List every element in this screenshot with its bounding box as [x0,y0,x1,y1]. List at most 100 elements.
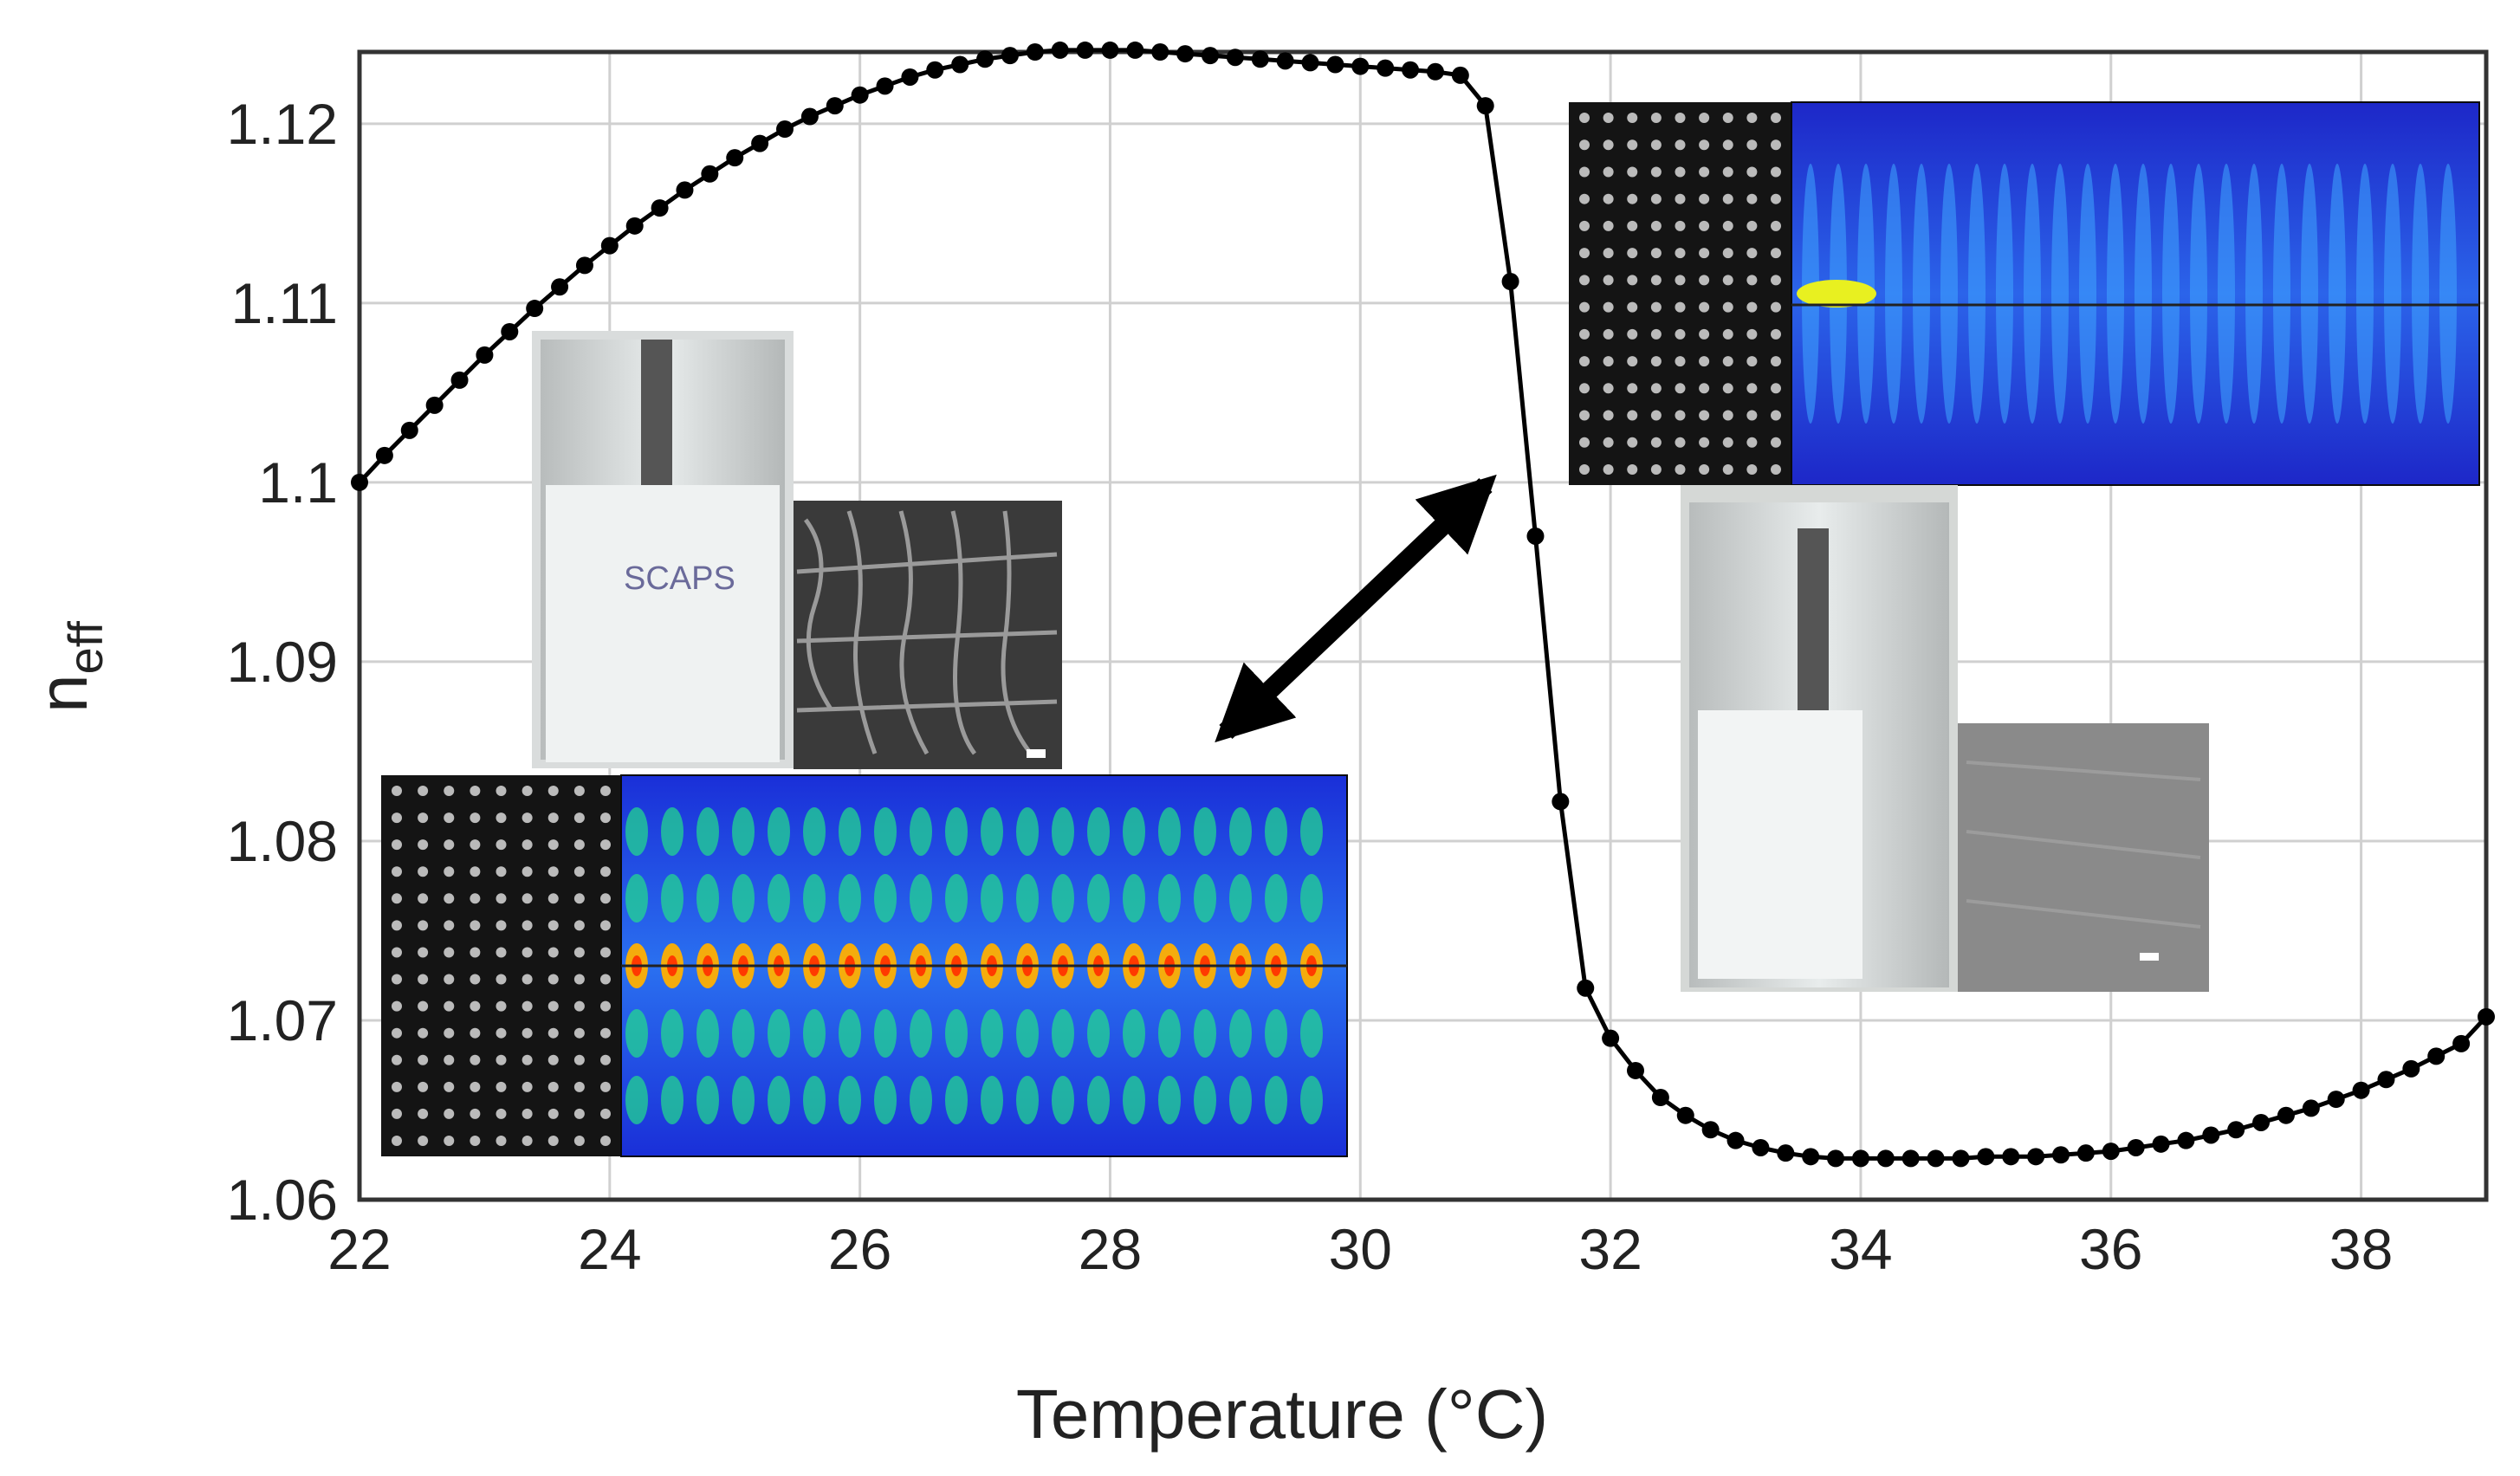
data-point [575,256,593,275]
data-point [2402,1059,2420,1078]
data-point [2102,1143,2120,1161]
data-point [751,134,769,152]
inset-hot-state [1569,101,2480,992]
data-point [1151,43,1169,61]
data-point [1701,1121,1720,1139]
data-point [1451,66,1469,84]
data-point [876,77,894,95]
data-point [1777,1144,1795,1162]
data-point [1726,1131,1745,1149]
data-point [425,396,444,414]
data-point [1827,1149,1845,1168]
sem-image-porous [794,501,1062,769]
data-point [676,181,694,199]
y-tick-label: 1.11 [230,271,338,335]
y-axis-title: neff [24,621,113,713]
x-tick-label: 28 [1079,1217,1142,1281]
x-tick-label: 32 [1578,1217,1642,1281]
sample-tag: SCAPS [624,560,735,597]
data-point [1351,57,1370,75]
x-tick-label: 38 [2329,1217,2393,1281]
data-point [1001,47,1019,65]
data-point [2377,1071,2395,1089]
data-point [2202,1126,2220,1144]
data-point [1076,41,1094,59]
plot-frame [357,49,2489,1202]
y-tick-label: 1.07 [227,988,338,1052]
y-tick-label: 1.12 [227,92,338,156]
data-point [400,421,418,439]
data-point [800,107,819,126]
data-point [2427,1047,2446,1065]
data-point [1952,1149,1970,1168]
data-point [1802,1148,1820,1166]
field-map-focused [381,774,1348,1157]
data-point [1927,1149,1945,1168]
data-point [501,322,519,340]
data-point [2227,1121,2245,1139]
data-point [1251,50,1269,68]
y-axis-title-main: n [24,674,101,713]
double-headed-arrow [1215,474,1497,743]
data-point [551,278,569,296]
data-point [651,199,669,217]
data-point [1977,1148,1995,1166]
field-map-diverging [1569,101,2480,486]
x-tick-label: 26 [828,1217,891,1281]
data-point [1101,41,1119,59]
vial-photo-collapsed [1681,485,1958,992]
data-point [1301,54,1319,72]
data-point [851,86,869,104]
y-axis: 1.06 1.07 1.08 1.09 1.1 1.11 1.12 [227,92,338,1232]
data-point [2352,1081,2370,1099]
data-point [1026,43,1044,61]
data-point [2327,1091,2345,1109]
data-point [1226,49,1244,67]
data-point [1752,1138,1770,1156]
data-point [1402,61,1420,79]
data-point [1851,1149,1869,1168]
data-point [600,236,619,255]
data-point [1676,1106,1694,1124]
data-point [2177,1131,2195,1149]
data-point [526,300,544,318]
x-tick-label: 30 [1329,1217,1392,1281]
data-point [701,165,719,183]
data-point [776,120,794,139]
data-point [1476,97,1494,115]
data-point [2452,1034,2471,1052]
x-axis-title: Temperature (°C) [1016,1376,1548,1453]
lattice-dots-hot [1579,113,1781,475]
data-point [1876,1149,1895,1168]
data-point [2252,1113,2271,1131]
data-point [2027,1148,2045,1166]
data-point [1552,793,1570,811]
data-point [625,217,644,235]
data-point [1051,41,1069,59]
data-point [2002,1148,2020,1166]
data-point [2302,1099,2320,1117]
data-point [375,446,393,464]
data-point [2052,1146,2070,1164]
field-blobs-hot [1797,164,2457,424]
data-point [2127,1138,2145,1156]
data-point [951,55,969,74]
data-point [1651,1088,1669,1106]
data-point [1426,62,1444,81]
data-point [1202,47,1219,65]
x-tick-label: 24 [578,1217,641,1281]
data-point [901,68,919,86]
data-point [2076,1144,2095,1162]
data-point [1276,52,1294,70]
data-point [1176,45,1195,63]
data-point [976,50,994,68]
x-tick-label: 22 [327,1217,391,1281]
y-axis-title-subscript: eff [58,621,113,675]
data-point [1526,527,1545,545]
data-point [826,97,844,115]
data-point [1126,41,1144,59]
data-point [726,149,744,167]
data-point [476,346,494,364]
data-point [1901,1149,1920,1168]
